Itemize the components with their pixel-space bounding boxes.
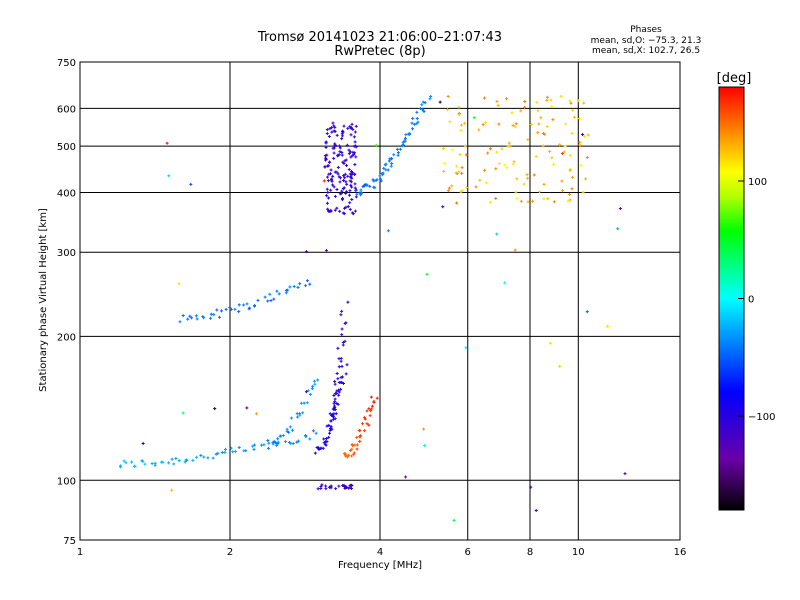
y-tick-label: 750: [57, 58, 76, 69]
x-tick-label: 10: [572, 547, 585, 558]
y-tick-label: 300: [57, 248, 76, 259]
stats-line-x: mean, sd,X: 102.7, 26.5: [592, 46, 700, 56]
y-tick-label: 400: [57, 188, 76, 199]
colorbar-tick-label: −100: [748, 412, 775, 423]
colorbar-tick-label: 100: [748, 177, 767, 188]
data-points: [118, 94, 627, 522]
y-tick-label: 600: [57, 104, 76, 115]
stats-title: Phases: [630, 25, 662, 35]
x-axis-ticks: 1 2 4 6 8 10 16: [77, 547, 687, 558]
x-axis-label: Frequency [MHz]: [338, 560, 422, 571]
x-tick-label: 8: [527, 547, 533, 558]
y-tick-label: 100: [57, 476, 76, 487]
colorbar-ticks: 100 0 −100: [738, 177, 775, 423]
y-tick-label: 75: [63, 536, 76, 547]
y-axis-ticks: 75 100 200 300 400 500 600 750: [57, 58, 76, 547]
y-tick-label: 200: [57, 332, 76, 343]
y-axis-label: Stationary phase Virtual Height [km]: [38, 208, 49, 392]
x-tick-label: 16: [674, 547, 687, 558]
x-tick-label: 6: [465, 547, 471, 558]
colorbar-tick-label: 0: [748, 295, 754, 306]
chart-title: Tromsø 20141023 21:06:00–21:07:43: [257, 30, 502, 45]
plot-frame: [79, 61, 681, 541]
y-tick-label: 500: [57, 142, 76, 153]
x-tick-label: 4: [377, 547, 383, 558]
x-tick-label: 2: [227, 547, 233, 558]
plot-grid: [80, 62, 680, 540]
colorbar-label: [deg]: [717, 71, 752, 86]
x-tick-label: 1: [77, 547, 83, 558]
chart-subtitle: RwPretec (8p): [334, 44, 425, 59]
stats-line-o: mean, sd,O: −75.3, 21.3: [591, 36, 702, 46]
